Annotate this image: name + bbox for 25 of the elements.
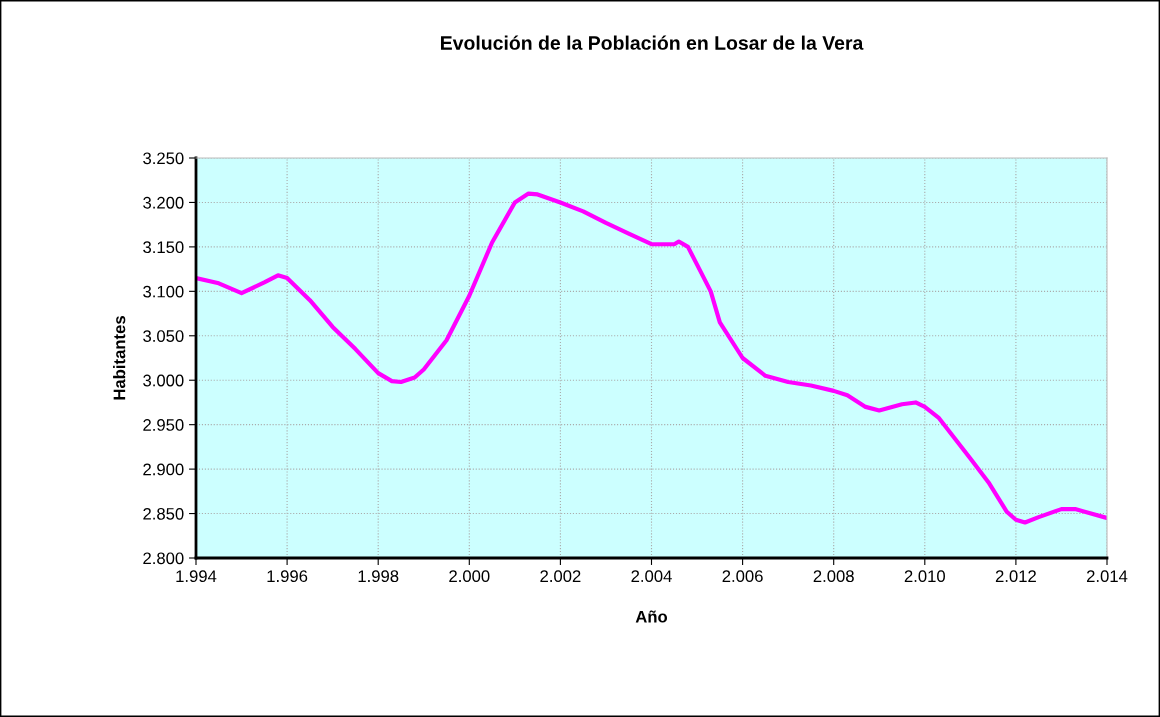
- y-tick-label: 3.250: [143, 152, 184, 165]
- y-tick-label: 2.850: [143, 507, 184, 520]
- y-axis-title: Habitantes: [113, 316, 126, 400]
- x-tick-label: 2.006: [722, 570, 763, 583]
- y-tick-label: 3.050: [143, 330, 184, 342]
- x-tick-label: 2.014: [1086, 570, 1128, 583]
- x-tick-label: 2.002: [540, 570, 581, 583]
- y-tick-label: 3.000: [143, 374, 184, 387]
- x-tick-label: 2.000: [449, 570, 490, 583]
- y-tick-label: 2.900: [143, 463, 184, 476]
- x-tick-label: 2.012: [995, 570, 1036, 583]
- x-tick-label: 2.010: [904, 570, 945, 583]
- chart-title: Evolución de la Población en Losar de la Vera: [441, 35, 864, 50]
- y-tick-label: 2.800: [143, 552, 184, 565]
- x-tick-label: 1.996: [267, 570, 308, 583]
- line-series: [196, 191, 1107, 525]
- x-axis-title: Año: [635, 610, 668, 623]
- x-tick-label: 1.998: [358, 570, 399, 583]
- y-tick-label: 2.950: [143, 419, 184, 431]
- y-tick-label: 3.200: [143, 196, 184, 209]
- y-tick-label: 3.100: [143, 285, 184, 298]
- y-tick-label: 3.150: [143, 241, 184, 254]
- x-tick-label: 2.008: [813, 570, 854, 583]
- x-tick-label: 1.994: [176, 570, 217, 583]
- x-tick-label: 2.004: [631, 570, 672, 583]
